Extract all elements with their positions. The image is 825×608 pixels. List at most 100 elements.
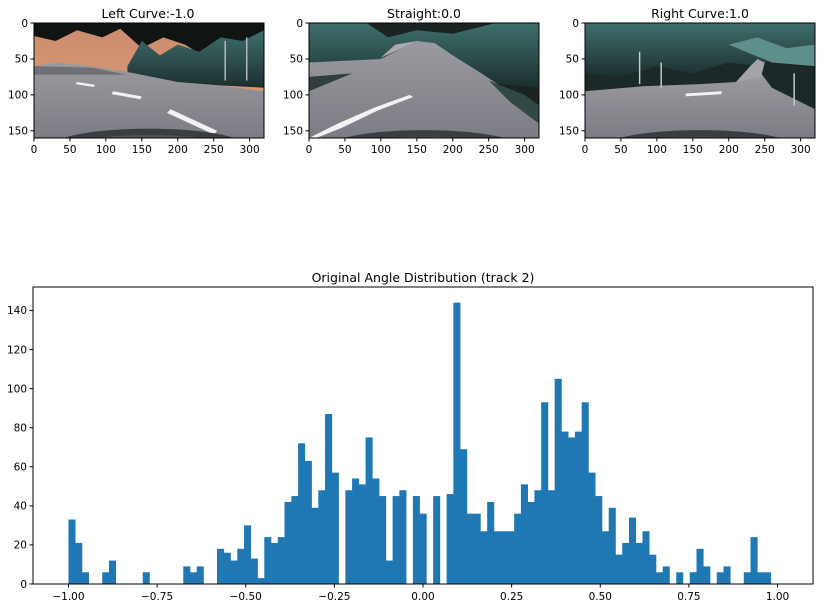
histogram-bar xyxy=(68,519,76,584)
histogram-bar xyxy=(547,490,555,584)
histogram-bar xyxy=(385,560,393,584)
histogram-bar xyxy=(588,472,596,584)
y-tick-label: 150 xyxy=(8,126,28,138)
histogram-bar xyxy=(399,490,407,584)
image-panel-right-curve: Right Curve:1.0 xyxy=(585,6,815,138)
histogram-bar xyxy=(453,302,461,584)
y-tick-label: 150 xyxy=(559,126,579,138)
histogram-bar xyxy=(635,542,643,584)
histogram-bar xyxy=(703,566,711,584)
y-tick-label: 100 xyxy=(7,383,27,395)
histogram-bar xyxy=(325,414,333,584)
x-tick-label: 250 xyxy=(204,144,224,156)
x-tick-label: 0 xyxy=(31,144,38,156)
histogram-bar xyxy=(358,484,366,584)
histogram-bar xyxy=(244,525,252,584)
histogram-bar xyxy=(142,572,150,584)
y-tick-label: 60 xyxy=(14,462,27,474)
image-panel-left-curve: Left Curve:-1.0 xyxy=(34,6,264,138)
histogram-bar xyxy=(689,572,697,584)
histogram-bar xyxy=(568,437,576,584)
histogram-bar xyxy=(493,531,501,584)
histogram-bar xyxy=(534,490,542,584)
histogram-bar xyxy=(372,478,380,584)
x-tick-label: 0.00 xyxy=(411,591,434,603)
histogram-bar xyxy=(331,472,339,584)
x-axis-ticks: −1.00 −0.75 −0.50 −0.25 0.00 0.25 0.50 0.75 1.00 xyxy=(52,584,789,603)
y-tick-label: 100 xyxy=(559,90,579,102)
x-tick-label: 100 xyxy=(647,144,667,156)
x-tick-label: 200 xyxy=(168,144,188,156)
histogram-bar xyxy=(595,496,603,584)
x-tick-label: 150 xyxy=(407,144,427,156)
y-tick-label: 50 xyxy=(15,54,28,66)
y-tick-label: 0 xyxy=(572,18,579,30)
histogram-bar xyxy=(581,402,589,584)
histogram-bar xyxy=(757,572,765,584)
x-tick-label: 50 xyxy=(338,144,351,156)
x-tick-label: 100 xyxy=(96,144,116,156)
y-tick-label: 80 xyxy=(14,422,27,434)
histogram-bar xyxy=(304,460,312,584)
histogram-bar xyxy=(433,496,441,584)
histogram-bar xyxy=(81,572,90,584)
chart-title: Original Angle Distribution (track 2) xyxy=(312,270,535,285)
histogram-bar xyxy=(223,552,231,584)
histogram-bar xyxy=(480,531,488,584)
histogram-bar xyxy=(412,496,420,584)
x-tick-label: 250 xyxy=(755,144,775,156)
camera-image-left-curve xyxy=(34,23,264,138)
histogram-bar xyxy=(75,542,83,584)
x-tick-label: 0.75 xyxy=(677,591,700,603)
x-tick-label: 300 xyxy=(515,144,535,156)
x-tick-label: −0.25 xyxy=(318,591,350,603)
histogram-bar xyxy=(237,548,245,584)
histogram-bar xyxy=(622,542,630,584)
y-tick-label: 40 xyxy=(14,501,27,513)
histogram-bar xyxy=(750,537,758,584)
histogram-bar xyxy=(473,513,481,584)
histogram-bar xyxy=(190,572,198,584)
histogram-bar xyxy=(696,548,704,584)
image-title: Straight:0.0 xyxy=(387,6,461,21)
histogram-bar xyxy=(379,496,387,584)
histogram-chart: Original Angle Distribution (track 2) −1… xyxy=(7,270,814,603)
histogram-bar xyxy=(574,431,583,584)
histogram-bar xyxy=(284,501,292,584)
y-tick-label: 100 xyxy=(283,90,303,102)
y-tick-label: 0 xyxy=(20,579,27,591)
x-tick-label: 1.00 xyxy=(766,591,789,603)
x-tick-label: 0.50 xyxy=(589,591,612,603)
histogram-bar xyxy=(487,501,495,584)
histogram-bar xyxy=(527,501,535,584)
histogram-bar xyxy=(250,558,258,584)
y-tick-label: 140 xyxy=(7,305,27,317)
histogram-bar xyxy=(108,560,117,584)
x-tick-label: 0 xyxy=(582,144,589,156)
histogram-bar xyxy=(500,531,508,584)
image-panel-straight: Straight:0.0 xyxy=(309,6,539,138)
histogram-bar xyxy=(520,484,528,584)
x-tick-label: −1.00 xyxy=(52,591,84,603)
histogram-bar xyxy=(662,566,670,584)
plot-frame xyxy=(32,286,814,585)
x-tick-label: 0.25 xyxy=(500,591,523,603)
histogram-bar xyxy=(277,537,285,584)
histogram-bar xyxy=(318,490,326,584)
y-tick-label: 20 xyxy=(14,540,27,552)
y-tick-label: 100 xyxy=(8,90,28,102)
x-tick-label: 300 xyxy=(791,144,811,156)
histogram-bar xyxy=(743,572,751,584)
histogram-bar xyxy=(291,496,299,584)
histogram-bar xyxy=(392,496,400,584)
histogram-bar xyxy=(352,478,360,584)
histogram-bar xyxy=(554,378,562,584)
x-tick-label: 0 xyxy=(306,144,313,156)
histogram-bar xyxy=(561,431,569,584)
histogram-bar xyxy=(676,572,684,584)
x-tick-label: 300 xyxy=(240,144,260,156)
histogram-bars xyxy=(68,302,772,584)
histogram-bar xyxy=(514,513,522,584)
histogram-bar xyxy=(615,554,623,584)
